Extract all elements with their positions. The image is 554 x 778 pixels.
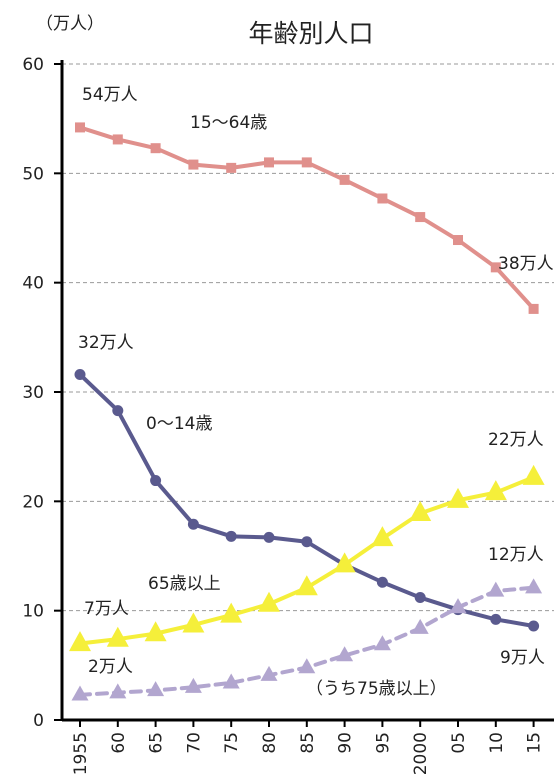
data-point: [415, 212, 426, 223]
data-point: [295, 575, 318, 596]
series-line: [78, 125, 536, 311]
label-children: 0〜14歳: [146, 414, 212, 434]
data-point: [226, 162, 237, 173]
data-point: [301, 536, 313, 548]
data-point: [112, 134, 123, 145]
x-tick-label: 95: [373, 732, 393, 754]
data-point: [74, 369, 86, 381]
data-point: [333, 552, 356, 573]
data-point: [147, 681, 165, 697]
x-tick-label: 05: [449, 732, 469, 754]
data-point: [528, 620, 540, 632]
data-point: [487, 581, 505, 597]
data-point: [298, 658, 316, 674]
data-point: [109, 683, 127, 699]
label-working-age: 15〜64歳: [190, 113, 267, 133]
annotation-elderly-start: 7万人: [84, 599, 129, 619]
data-point: [112, 405, 124, 417]
data-point: [449, 598, 467, 614]
data-point: [525, 578, 543, 594]
x-axis: 1955 60 65 70 75 80 85 90 95 2000 05 10 15: [62, 718, 554, 775]
annotation-child-start: 32万人: [78, 333, 134, 353]
data-point: [371, 526, 394, 547]
data-point: [376, 576, 388, 588]
data-point: [528, 303, 539, 314]
data-point: [377, 193, 388, 204]
data-point: [264, 157, 274, 168]
annotation-working-end: 38万人: [498, 254, 554, 274]
x-tick-label: 80: [260, 732, 280, 754]
y-axis: 0 10 20 30 40 50 60: [22, 55, 64, 731]
data-point: [409, 500, 432, 521]
data-point: [220, 602, 243, 623]
data-point: [484, 480, 507, 501]
y-tick-label: 40: [22, 274, 44, 294]
annotation-over75-start: 2万人: [88, 657, 133, 677]
data-point: [150, 143, 161, 154]
y-tick-label: 50: [22, 164, 44, 184]
x-tick-label: 1955: [71, 732, 91, 775]
data-point: [411, 618, 429, 634]
data-point: [260, 665, 278, 681]
series-layer: [69, 122, 545, 701]
chart-title: 年齢別人口: [248, 19, 373, 48]
data-point: [187, 518, 199, 530]
data-point: [263, 531, 275, 543]
data-point: [336, 646, 354, 662]
annotation-elderly-end: 22万人: [488, 430, 544, 450]
annotation-working-start: 54万人: [82, 85, 138, 105]
data-point: [144, 621, 167, 642]
data-point: [373, 635, 391, 651]
data-point: [106, 626, 129, 647]
data-point: [225, 530, 237, 542]
data-point: [447, 487, 469, 508]
series-labels: 15〜64歳 0〜14歳 65歳以上 （うち75歳以上）: [146, 113, 447, 699]
x-tick-label: 15: [525, 732, 545, 754]
data-point: [490, 262, 501, 273]
grid-lines: [62, 63, 554, 612]
unit-label: （万人）: [36, 14, 104, 34]
y-tick-label: 60: [22, 55, 44, 75]
x-tick-label: 85: [298, 732, 318, 754]
data-point: [182, 612, 205, 633]
annotation-child-end: 9万人: [500, 648, 545, 668]
data-point: [184, 677, 202, 693]
data-point: [490, 613, 502, 625]
y-tick-label: 20: [22, 492, 44, 512]
data-point: [453, 235, 463, 246]
data-point: [301, 157, 312, 168]
x-tick-label: 10: [487, 732, 507, 754]
x-tick-label: 90: [336, 732, 356, 754]
data-point: [339, 174, 350, 185]
data-point: [414, 592, 426, 604]
x-tick-label: 75: [222, 732, 242, 754]
x-tick-label: 2000: [411, 732, 431, 775]
data-point: [222, 673, 240, 689]
y-tick-label: 0: [33, 711, 44, 731]
annotation-over75-end: 12万人: [488, 545, 544, 565]
data-point: [75, 122, 85, 133]
label-over75: （うち75歳以上）: [306, 679, 447, 699]
data-point: [258, 591, 280, 612]
data-point: [69, 631, 91, 652]
label-elderly: 65歳以上: [148, 574, 221, 594]
y-tick-label: 10: [22, 602, 44, 622]
data-point: [71, 685, 89, 701]
value-annotations: 54万人 38万人 32万人 9万人 7万人 22万人 2万人 12万人: [78, 85, 554, 677]
x-tick-label: 60: [109, 732, 129, 754]
data-point: [522, 464, 545, 485]
data-point: [188, 159, 199, 170]
y-tick-label: 30: [22, 383, 44, 403]
x-tick-label: 70: [184, 732, 204, 754]
x-tick-label: 65: [147, 732, 167, 754]
data-point: [150, 475, 162, 487]
